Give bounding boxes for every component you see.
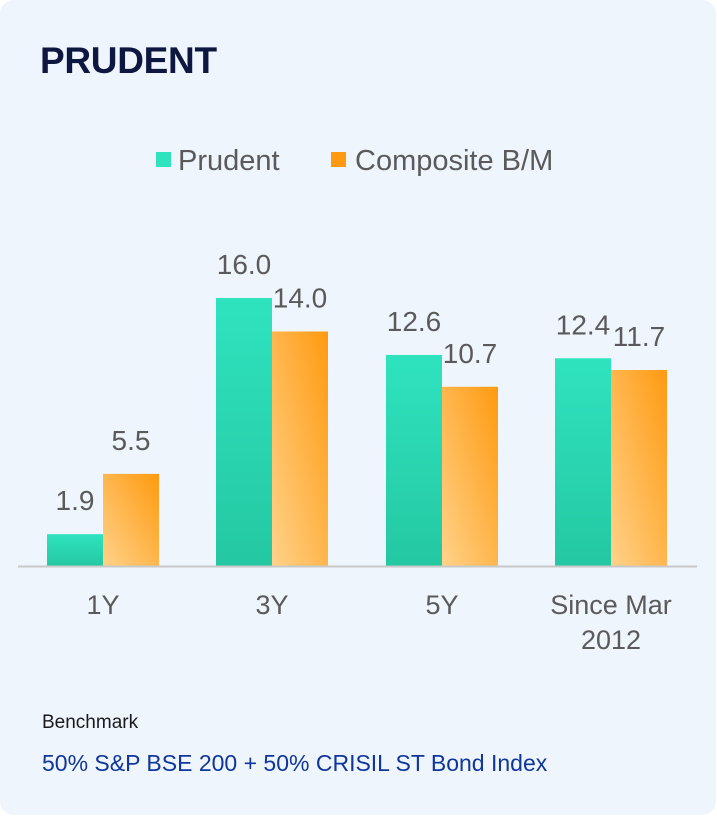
x-tick-label-0: 1Y bbox=[86, 590, 119, 620]
x-axis-tick-labels: 1Y 3Y 5Y Since Mar 2012 bbox=[86, 590, 671, 655]
page-title: PRUDENT bbox=[40, 40, 217, 81]
legend-swatch-1 bbox=[331, 152, 346, 167]
benchmark-value: 50% S&P BSE 200 + 50% CRISIL ST Bond Ind… bbox=[42, 750, 548, 776]
value-label-series0-cat0: 1.9 bbox=[56, 485, 95, 516]
bar-series1-cat1 bbox=[272, 331, 328, 566]
x-tick-label-1: 3Y bbox=[255, 590, 288, 620]
value-label-series0-cat2: 12.6 bbox=[387, 306, 442, 337]
value-label-series1-cat2: 10.7 bbox=[443, 338, 498, 369]
value-label-series1-cat0: 5.5 bbox=[112, 425, 151, 456]
value-label-series1-cat3: 11.7 bbox=[613, 321, 665, 352]
chart-legend: Prudent Composite B/M bbox=[156, 145, 553, 177]
legend-label-0: Prudent bbox=[178, 145, 280, 177]
chart-value-labels: 1.9 5.5 16.014.0 12.610.7 12.4 11.7 bbox=[56, 249, 666, 516]
legend-swatch-0 bbox=[156, 152, 171, 167]
bar-series0-cat3 bbox=[555, 358, 611, 566]
bar-series1-cat3 bbox=[611, 370, 667, 566]
performance-bar-chart: Prudent Composite B/M 1.95.516.014.012.61… bbox=[18, 145, 697, 655]
x-tick-label-3: Since Mar 2012 bbox=[550, 590, 672, 655]
chart-bars bbox=[47, 298, 667, 566]
value-label-series0-cat1: 16.0 bbox=[217, 249, 272, 280]
bar-series1-cat0 bbox=[103, 473, 159, 566]
x-tick-label-2: 5Y bbox=[425, 590, 458, 620]
benchmark-label: Benchmark bbox=[42, 712, 139, 733]
bar-series1-cat2 bbox=[442, 386, 498, 566]
value-label-series1-cat1: 14.0 bbox=[273, 283, 328, 314]
bar-series0-cat0 bbox=[47, 534, 103, 566]
bar-series0-cat2 bbox=[386, 354, 442, 566]
value-label-series0-cat3: 12.4 bbox=[556, 309, 611, 340]
legend-label-1: Composite B/M bbox=[355, 145, 553, 177]
bar-series0-cat1 bbox=[216, 298, 272, 566]
